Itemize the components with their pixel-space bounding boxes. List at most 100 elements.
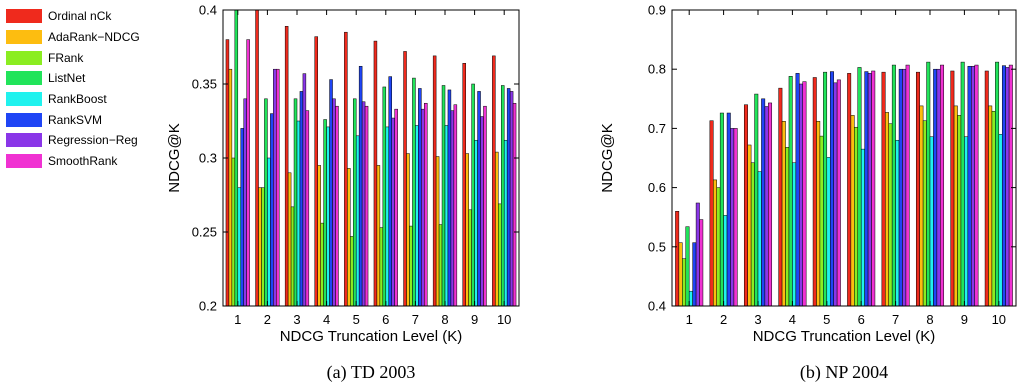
bar <box>355 135 360 307</box>
bar <box>391 117 395 307</box>
bar <box>864 71 869 307</box>
bar <box>450 110 455 307</box>
bar <box>403 51 407 307</box>
bar <box>296 120 301 307</box>
bar <box>768 102 773 307</box>
legend-swatch <box>6 154 42 169</box>
bar <box>716 187 721 307</box>
bar <box>361 101 366 307</box>
bar <box>376 165 381 307</box>
legend-swatch <box>6 30 42 45</box>
legend-label: ListNet <box>48 71 86 86</box>
bar <box>364 105 369 307</box>
legend-item: RankBoost <box>6 89 166 110</box>
x-tick-label: 8 <box>926 312 933 327</box>
bar <box>299 91 304 307</box>
bar <box>264 98 268 307</box>
bar <box>379 227 384 307</box>
legend-label: RankBoost <box>48 92 107 107</box>
bar <box>412 77 416 307</box>
bar <box>258 187 262 307</box>
chart-legend: Ordinal nCk AdaRank−NDCG FRank ListNet RankB… <box>6 6 166 172</box>
bar <box>971 65 975 307</box>
legend-swatch <box>6 71 42 86</box>
x-tick-label: 10 <box>497 312 511 327</box>
bar <box>444 125 449 307</box>
bar <box>850 115 855 307</box>
legend-label: Regression−Reg <box>48 133 138 148</box>
bar <box>957 115 962 307</box>
bar <box>335 105 339 307</box>
y-axis-title: NDCG@K <box>599 123 616 192</box>
bar <box>719 112 724 307</box>
legend-swatch <box>6 92 42 107</box>
x-tick-label: 9 <box>961 312 968 327</box>
chart-panel-2: 0.4 0.5 0.6 0.7 0.8 0.9 1 2 3 4 5 6 7 8 9 10 NDCG Trunca… <box>599 3 1017 383</box>
bar <box>1008 64 1013 307</box>
legend-item: ListNet <box>6 68 166 89</box>
bar <box>847 73 852 307</box>
x-tick-label: 10 <box>992 312 1006 327</box>
bar <box>225 39 230 307</box>
bar <box>867 73 872 307</box>
bar <box>246 39 250 307</box>
bar <box>240 128 244 307</box>
bar <box>314 36 318 307</box>
bar <box>699 219 704 307</box>
bar <box>823 71 828 307</box>
bar <box>743 104 748 307</box>
bar <box>273 68 277 307</box>
bar <box>1005 67 1010 307</box>
y-tick-label: 0.5 <box>648 239 666 254</box>
x-axis-title: NDCG Truncation Level (K) <box>753 328 936 345</box>
bar <box>988 105 993 307</box>
bar <box>678 242 683 307</box>
bar <box>474 139 478 307</box>
legend-swatch <box>6 133 42 148</box>
chart-caption: (b) NP 2004 <box>800 362 888 383</box>
bar <box>854 126 859 307</box>
bar <box>503 139 508 307</box>
bar <box>234 9 239 307</box>
bar <box>350 236 354 307</box>
bar <box>385 126 390 307</box>
legend-swatch <box>6 50 42 65</box>
x-tick-label: 3 <box>754 312 761 327</box>
bar <box>964 136 969 307</box>
y-tick-label: 0.8 <box>648 62 666 77</box>
legend-label: Ordinal nCk <box>48 9 112 24</box>
bar <box>953 105 958 307</box>
bar <box>424 102 428 307</box>
x-tick-label: 8 <box>441 312 448 327</box>
y-tick-label: 0.2 <box>199 299 217 314</box>
bar <box>926 61 931 307</box>
legend-label: AdaRank−NDCG <box>48 30 140 45</box>
bar <box>492 55 496 307</box>
bar <box>695 202 700 307</box>
bar <box>287 172 292 307</box>
bar <box>358 65 363 307</box>
x-tick-label: 2 <box>264 312 271 327</box>
bar <box>692 242 697 307</box>
bar <box>682 258 687 307</box>
bar <box>788 76 793 307</box>
y-tick-label: 0.9 <box>648 3 666 18</box>
bar <box>713 179 717 307</box>
bar <box>415 125 419 307</box>
chart-panel-1: 0.2 0.25 0.3 0.35 0.4 1 2 3 4 5 6 7 8 9 10 NDCG Truncat… <box>166 3 520 383</box>
bar <box>465 153 469 307</box>
bar <box>730 128 735 307</box>
bar <box>276 68 280 307</box>
bar <box>293 98 298 307</box>
x-tick-label: 1 <box>234 312 241 327</box>
bar <box>754 93 759 307</box>
bar <box>998 134 1003 307</box>
bar <box>757 171 762 307</box>
bar <box>302 73 307 307</box>
bar <box>326 126 330 307</box>
bar <box>453 104 458 307</box>
legend-label: RankSVM <box>48 112 103 127</box>
bar <box>984 70 989 307</box>
chart-caption: (a) TD 2003 <box>327 362 416 383</box>
bar <box>1001 65 1006 307</box>
